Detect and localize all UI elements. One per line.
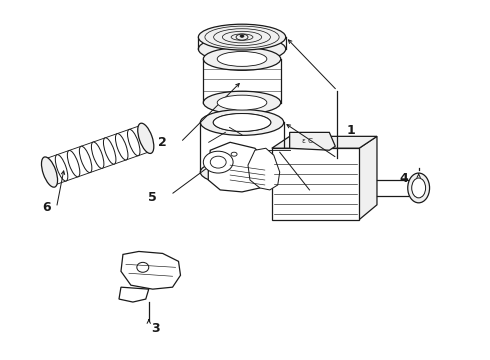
Ellipse shape	[210, 156, 226, 168]
Polygon shape	[359, 136, 377, 220]
Polygon shape	[121, 251, 180, 289]
Ellipse shape	[92, 142, 104, 168]
Ellipse shape	[200, 109, 284, 135]
Text: 6: 6	[42, 201, 51, 214]
Ellipse shape	[408, 173, 430, 203]
Ellipse shape	[236, 34, 248, 40]
Ellipse shape	[103, 138, 116, 164]
Ellipse shape	[205, 26, 279, 48]
Ellipse shape	[198, 36, 286, 62]
Text: 2: 2	[158, 136, 167, 149]
Ellipse shape	[67, 150, 80, 177]
Polygon shape	[248, 148, 280, 190]
Ellipse shape	[213, 113, 271, 131]
Ellipse shape	[79, 146, 92, 172]
Ellipse shape	[138, 123, 154, 153]
Text: 4: 4	[399, 171, 408, 185]
Ellipse shape	[203, 91, 281, 114]
Bar	[203, 59, 281, 103]
Ellipse shape	[198, 24, 286, 50]
Polygon shape	[119, 287, 149, 302]
Ellipse shape	[140, 125, 152, 152]
Ellipse shape	[231, 34, 253, 40]
Ellipse shape	[42, 157, 57, 187]
Ellipse shape	[217, 95, 267, 110]
Text: 1: 1	[347, 124, 356, 137]
Text: ε C: ε C	[302, 138, 313, 144]
Ellipse shape	[213, 113, 271, 131]
Ellipse shape	[127, 129, 140, 156]
Ellipse shape	[240, 35, 244, 37]
Text: 5: 5	[148, 192, 157, 204]
Ellipse shape	[116, 134, 128, 160]
Polygon shape	[272, 136, 377, 148]
Ellipse shape	[55, 155, 68, 181]
Ellipse shape	[137, 262, 149, 272]
Polygon shape	[290, 132, 335, 150]
Ellipse shape	[217, 51, 267, 66]
Bar	[200, 122, 284, 172]
Ellipse shape	[203, 151, 233, 173]
Polygon shape	[208, 142, 272, 192]
Ellipse shape	[43, 159, 56, 185]
Ellipse shape	[412, 178, 426, 198]
Ellipse shape	[214, 29, 270, 45]
Ellipse shape	[200, 159, 284, 185]
Text: 3: 3	[151, 322, 160, 336]
Bar	[272, 148, 359, 220]
Ellipse shape	[222, 31, 262, 43]
Ellipse shape	[231, 152, 237, 156]
Ellipse shape	[203, 48, 281, 70]
